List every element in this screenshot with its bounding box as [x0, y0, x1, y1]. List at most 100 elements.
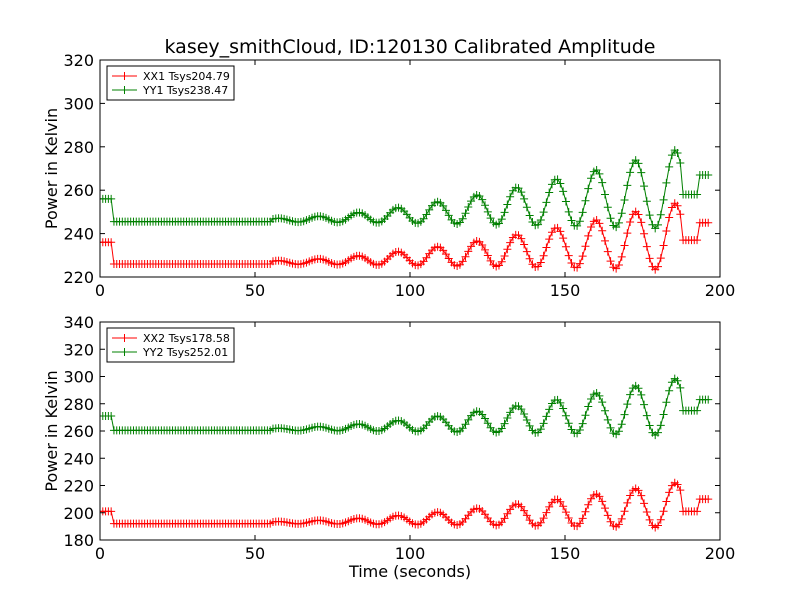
- legend-box: [106, 327, 235, 363]
- data-point: [486, 214, 495, 223]
- data-point: [626, 168, 635, 177]
- data-point: [603, 203, 612, 212]
- data-point: [665, 488, 674, 497]
- data-point: [654, 220, 662, 229]
- data-point: [539, 514, 548, 523]
- y-tick-label: 300: [63, 368, 94, 387]
- y-tick-label: 280: [63, 138, 94, 157]
- data-point: [559, 502, 568, 511]
- data-point: [500, 252, 509, 261]
- y-tick-label: 320: [63, 340, 94, 359]
- data-point: [559, 187, 568, 196]
- data-point: [439, 201, 448, 210]
- data-point: [422, 253, 431, 262]
- data-point: [481, 414, 490, 423]
- y-tick-label: 220: [63, 268, 94, 287]
- x-tick-label: 0: [95, 281, 105, 300]
- y-tick-label: 240: [63, 225, 94, 244]
- data-point: [665, 386, 674, 395]
- data-point: [107, 412, 116, 421]
- data-point: [581, 242, 590, 251]
- x-tick-label: 0: [95, 544, 105, 563]
- data-point: [425, 205, 434, 214]
- data-point: [623, 400, 632, 409]
- data-point: [561, 197, 570, 206]
- series-line: [100, 149, 709, 230]
- data-point: [581, 411, 590, 420]
- data-point: [693, 507, 702, 516]
- data-point: [614, 520, 623, 529]
- data-point: [517, 405, 526, 414]
- data-point: [503, 413, 512, 422]
- y-tick-label: 240: [63, 449, 94, 468]
- x-tick-label: 200: [705, 544, 736, 563]
- data-point: [503, 245, 512, 254]
- legend-marker: [120, 334, 129, 342]
- data-point: [704, 171, 713, 180]
- data-point: [578, 419, 587, 428]
- data-point: [542, 412, 551, 421]
- data-point: [617, 514, 626, 523]
- data-point: [500, 419, 509, 428]
- data-point: [642, 197, 651, 206]
- data-point: [564, 419, 573, 428]
- data-point: [575, 519, 584, 528]
- data-point: [693, 190, 702, 199]
- y-tick-label: 300: [63, 94, 94, 113]
- data-point: [497, 257, 506, 266]
- data-point: [525, 421, 534, 430]
- legend-entry: XX2 Tsys178.58: [143, 332, 230, 345]
- top-panel: 0 50 100 150 200 220 240 260 280 300 320 Power in K…: [42, 51, 735, 300]
- legend-entry: YY1 Tsys238.47: [142, 84, 228, 97]
- data-point: [617, 209, 626, 218]
- data-point: [603, 247, 612, 256]
- data-point: [107, 507, 116, 516]
- data-point: [506, 408, 515, 417]
- data-point: [626, 218, 635, 227]
- data-point: [676, 486, 685, 495]
- data-point: [520, 240, 529, 249]
- data-point: [520, 506, 529, 515]
- data-point: [500, 514, 509, 523]
- data-point: [659, 410, 668, 419]
- data-point: [598, 178, 607, 187]
- data-point: [704, 218, 713, 227]
- data-point: [640, 499, 649, 508]
- data-point: [534, 220, 543, 229]
- x-tick-label: 150: [550, 544, 581, 563]
- data-point: [581, 196, 590, 205]
- data-point: [581, 507, 590, 516]
- data-point: [107, 238, 116, 247]
- data-point: [606, 257, 615, 266]
- data-point: [564, 514, 573, 523]
- data-point: [556, 398, 565, 407]
- data-point: [481, 201, 490, 210]
- data-point: [461, 209, 470, 218]
- data-point: [584, 231, 593, 240]
- data-point: [536, 215, 545, 224]
- data-point: [494, 219, 503, 228]
- data-point: [575, 259, 584, 268]
- data-point: [606, 214, 615, 223]
- data-point: [623, 181, 632, 190]
- data-point: [600, 406, 609, 415]
- data-point: [642, 411, 651, 420]
- data-point: [620, 195, 629, 204]
- data-point: [637, 390, 646, 399]
- data-point: [556, 227, 565, 236]
- data-point: [634, 384, 643, 393]
- legend-marker: [120, 72, 129, 80]
- data-point: [522, 203, 531, 212]
- data-point: [575, 217, 584, 226]
- y-tick-label: 260: [63, 181, 94, 200]
- data-point: [645, 421, 654, 430]
- data-point: [481, 245, 490, 254]
- data-point: [545, 405, 554, 414]
- data-point: [659, 241, 668, 250]
- data-point: [478, 240, 487, 249]
- data-point: [525, 254, 534, 263]
- data-point: [614, 261, 623, 270]
- y-tick-label: 200: [63, 504, 94, 523]
- legend-entry: YY2 Tsys252.01: [142, 346, 228, 359]
